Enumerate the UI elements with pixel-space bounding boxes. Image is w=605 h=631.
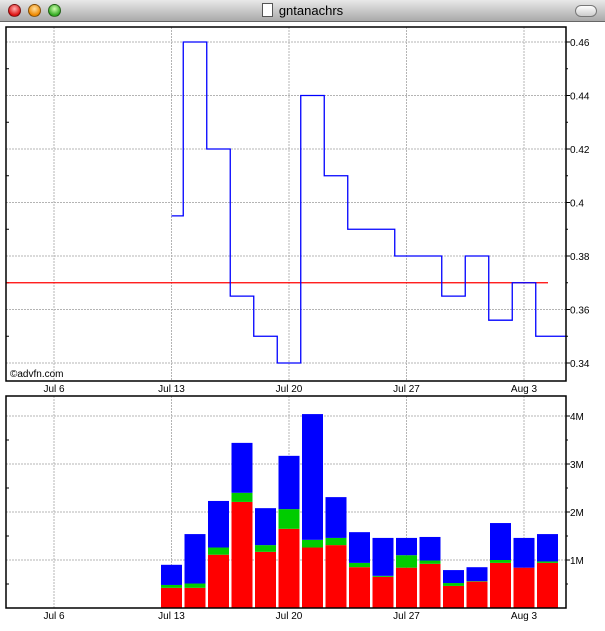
volume-bar-red (231, 501, 253, 608)
y-tick-label: 0.34 (570, 359, 590, 370)
volume-bar-green (537, 561, 558, 563)
y-tick-label: 3M (570, 460, 584, 471)
volume-bar-red (302, 547, 323, 608)
volume-bar-green (396, 555, 417, 568)
volume-bar-blue (208, 500, 229, 548)
x-tick-label: Jul 27 (393, 384, 420, 395)
volume-bar-red (161, 587, 182, 608)
volume-bar-blue (278, 455, 300, 510)
close-button[interactable] (8, 4, 21, 17)
volume-bar-red (372, 576, 394, 608)
volume-bar-green (302, 539, 323, 548)
volume-bar-green (208, 547, 229, 555)
volume-bar-green (349, 562, 370, 568)
volume-bar-green (161, 584, 182, 588)
document-icon (261, 3, 273, 17)
plot-frame (5, 395, 567, 609)
x-tick-label: Jul 20 (276, 611, 303, 622)
volume-bar-red (325, 545, 347, 608)
y-tick-label: 0.46 (570, 38, 590, 49)
volume-bar-green (443, 583, 464, 586)
volume-bar-blue (184, 534, 206, 584)
volume-bar-red (419, 563, 441, 608)
volume-bar-red (184, 587, 206, 608)
volume-bar-red (443, 585, 464, 608)
price-chart: 0.34 0.36 0.38 0.4 0.42 0.44 0.46 Jul 6 Jul 13 Ju… (5, 26, 590, 395)
volume-bar-blue (513, 537, 535, 568)
y-tick-label: 0.42 (570, 145, 590, 156)
volume-chart: 1M 2M 3M 4M Jul 6 Jul 13 Jul 20 Jul 27 Aug 3 (5, 395, 584, 622)
plot-frame (5, 26, 567, 382)
window-title-text: gntanachrs (278, 3, 344, 18)
x-tick-label: Aug 3 (511, 384, 538, 395)
volume-bar-red (349, 567, 370, 608)
volume-bar-green (490, 560, 511, 563)
volume-bar-green (325, 537, 347, 546)
volume-bar-blue (466, 567, 488, 582)
volume-bar-green (278, 509, 300, 529)
volume-bar-blue (161, 564, 182, 585)
volume-bar-blue (372, 537, 394, 576)
volume-bar-green (372, 575, 394, 577)
y-tick-label: 2M (570, 508, 584, 519)
x-tick-label: Jul 27 (393, 611, 420, 622)
volume-bar-green (419, 560, 441, 564)
volume-bar-blue (255, 508, 276, 546)
x-tick-label: Jul 6 (43, 384, 65, 395)
volume-bar-red (537, 562, 558, 608)
volume-bar-blue (443, 570, 464, 584)
x-tick-label: Jul 20 (276, 384, 303, 395)
y-tick-label: 1M (570, 556, 584, 567)
plot-area (6, 27, 566, 381)
volume-bar-red (396, 567, 417, 608)
title-bar: gntanachrs (0, 0, 605, 22)
volume-bar-blue (490, 523, 511, 560)
window-title: gntanachrs (0, 3, 605, 18)
x-tick-label: Jul 6 (43, 611, 65, 622)
x-tick-label: Aug 3 (511, 611, 538, 622)
y-tick-label: 0.36 (570, 306, 590, 317)
zoom-button[interactable] (48, 4, 61, 17)
minimize-button[interactable] (28, 4, 41, 17)
x-tick-label: Jul 13 (158, 611, 185, 622)
price-step-line (171, 41, 566, 364)
x-tick-label: Jul 13 (158, 384, 185, 395)
volume-bar-red (490, 562, 511, 608)
volume-bar-blue (325, 497, 347, 538)
volume-bar-blue (537, 534, 558, 562)
volume-bar-blue (302, 414, 323, 540)
watermark: ©advfn.com (10, 369, 64, 380)
volume-bar-red (513, 567, 535, 608)
y-tick-label: 0.38 (570, 252, 590, 263)
y-tick-label: 4M (570, 412, 584, 423)
volume-bar-red (466, 581, 488, 608)
y-tick-label: 0.4 (570, 199, 584, 210)
y-tick-label: 0.44 (570, 92, 590, 103)
volume-bar-green (255, 545, 276, 552)
volume-bar-blue (349, 532, 370, 563)
volume-bar-red (255, 551, 276, 608)
volume-bar-green (184, 583, 206, 588)
volume-bar-blue (419, 536, 441, 561)
volume-bar-green (231, 492, 253, 502)
volume-bar-red (278, 528, 300, 608)
volume-bar-blue (396, 537, 417, 556)
toolbar-toggle-button[interactable] (575, 5, 597, 17)
volume-bar-red (208, 554, 229, 608)
volume-bar-blue (231, 442, 253, 493)
